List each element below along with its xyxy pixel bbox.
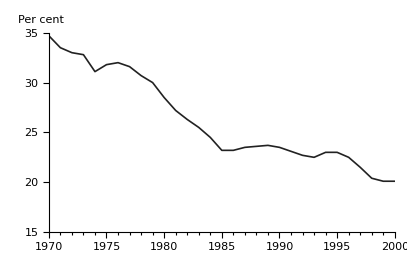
Text: Per cent: Per cent [18, 15, 63, 25]
